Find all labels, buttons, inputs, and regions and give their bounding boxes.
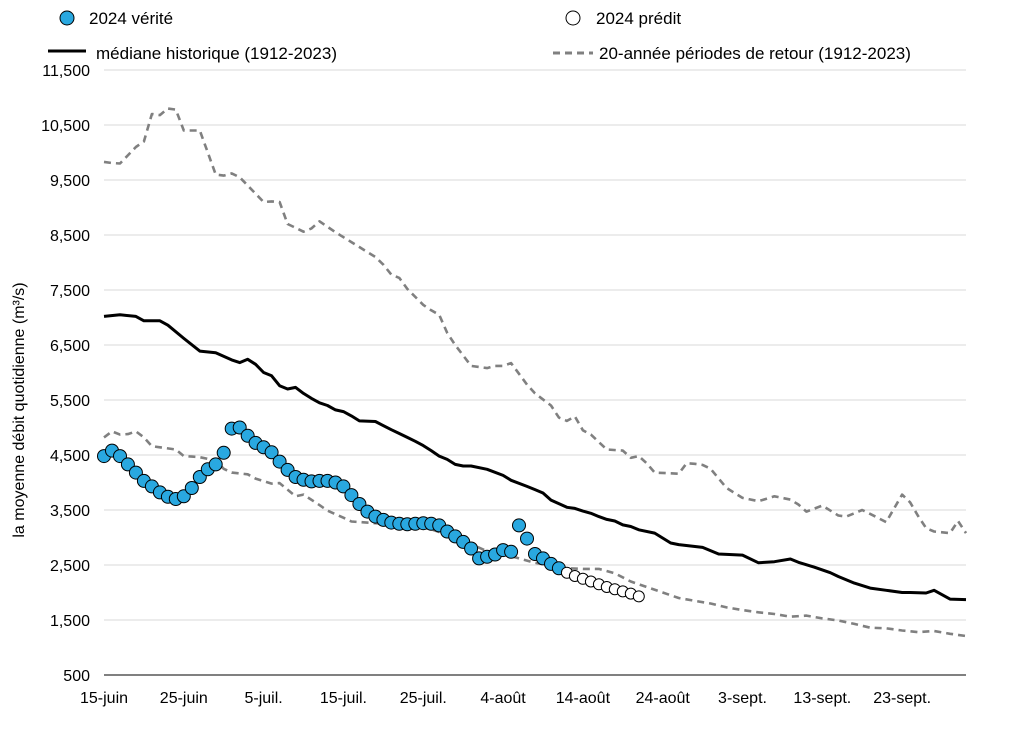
y-tick-label: 9,500 <box>50 173 90 190</box>
verite-point <box>464 541 479 556</box>
gridlines <box>104 69 966 621</box>
x-tick-label: 15-juin <box>80 690 128 707</box>
y-tick-label: 8,500 <box>50 228 90 245</box>
y-tick-label: 6,500 <box>50 338 90 355</box>
verite-point <box>344 488 359 503</box>
y-tick-label: 7,500 <box>50 283 90 300</box>
verite-point <box>208 457 223 472</box>
y-tick-label: 4,500 <box>50 448 90 465</box>
legend-label-median: médiane historique (1912-2023) <box>96 44 337 63</box>
y-tick-label: 3,500 <box>50 503 90 520</box>
x-tick-label: 25-juil. <box>400 690 447 707</box>
y-tick-labels: 500 1,500 2,500 3,500 4,500 5,500 6,500 7,500 8,… <box>41 63 90 685</box>
x-tick-label: 4-août <box>480 690 526 707</box>
y-tick-label: 11,500 <box>42 63 90 80</box>
predit-point <box>632 590 645 603</box>
x-tick-label: 25-juin <box>160 690 208 707</box>
series-layer <box>97 107 968 638</box>
verite-point <box>184 481 199 495</box>
verite-point <box>504 544 519 559</box>
legend-label-predit: 2024 prédit <box>596 9 681 28</box>
x-tick-label: 15-juil. <box>320 690 367 707</box>
legend-label-verite: 2024 vérité <box>89 9 173 28</box>
verite-point <box>512 518 526 533</box>
y-tick-label: 5,500 <box>50 393 90 410</box>
y-tick-label: 10,500 <box>41 118 90 135</box>
y-axis-label: la moyenne débit quotidienne (m³/s) <box>11 282 28 537</box>
y-tick-label: 2,500 <box>50 558 90 575</box>
x-tick-label: 3-sept. <box>718 690 767 707</box>
legend-marker-verite <box>59 10 75 26</box>
x-tick-label: 23-sept. <box>873 690 931 707</box>
y-tick-label: 1,500 <box>50 613 90 630</box>
legend-marker-predit <box>565 10 581 26</box>
x-tick-labels: 15-juin 25-juin 5-juil. 15-juil. 25-juil. 4-a… <box>80 690 931 707</box>
y-tick-label: 500 <box>63 668 90 685</box>
verite-point <box>520 531 534 546</box>
x-tick-label: 24-août <box>636 690 691 707</box>
x-tick-label: 13-sept. <box>793 690 851 707</box>
x-tick-label: 14-août <box>556 690 611 707</box>
return-period-line <box>103 107 968 535</box>
verite-point <box>264 445 279 460</box>
return-period-line <box>103 430 967 638</box>
legend-label-return-period: 20-année périodes de retour (1912-2023) <box>599 44 911 63</box>
verite-point <box>336 479 351 494</box>
median-line <box>103 313 967 602</box>
legend: 2024 vérité 2024 prédit médiane historiq… <box>48 9 911 63</box>
x-tick-label: 5-juil. <box>245 690 283 707</box>
verite-point <box>216 445 231 460</box>
